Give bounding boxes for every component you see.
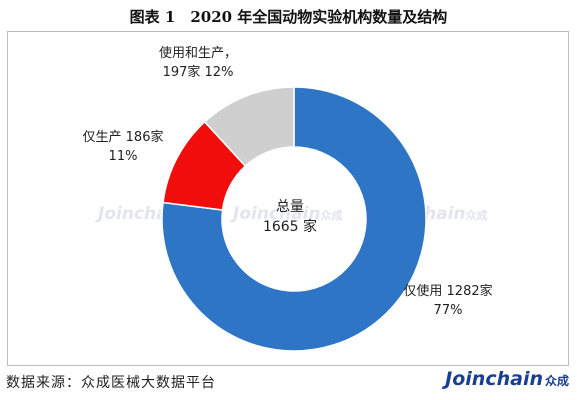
label-only-production-line-2: 11%	[109, 149, 138, 164]
donut-chart: 仅使用 1282家 77% 仅生产 186家 11% 使用和生产， 197家 12% 总量…	[83, 45, 493, 352]
center-label-line-2: 1665 家	[263, 218, 317, 235]
center-label: 总量 1665 家	[263, 199, 317, 235]
data-labels: 仅使用 1282家 77% 仅生产 186家 11% 使用和生产， 197家 12%	[83, 45, 493, 318]
watermark-center: Joinchain众成	[233, 204, 343, 224]
figure-title: 图表 1 2020 年全国动物实验机构数量及结构	[129, 8, 448, 26]
slice-only-use	[161, 86, 427, 352]
data-source: 数据来源：众成医械大数据平台	[6, 375, 216, 391]
slice-use-and-production	[203, 86, 295, 168]
label-only-use-line-2: 77%	[434, 303, 463, 318]
label-use-and-production-line-2: 197家 12%	[163, 64, 234, 80]
label-only-production-line-1: 仅生产 186家	[83, 129, 164, 145]
label-only-use-line-1: 仅使用 1282家	[403, 283, 492, 299]
chart-panel: Joinchain众成 Joinchain众成 Joinchain众成 仅使用 …	[7, 31, 569, 366]
label-use-and-production-line-1: 使用和生产，	[159, 45, 237, 61]
brand-logo: Joinchain 众成	[445, 368, 569, 390]
center-label-line-1: 总量	[276, 199, 304, 215]
donut-slices	[161, 86, 427, 352]
